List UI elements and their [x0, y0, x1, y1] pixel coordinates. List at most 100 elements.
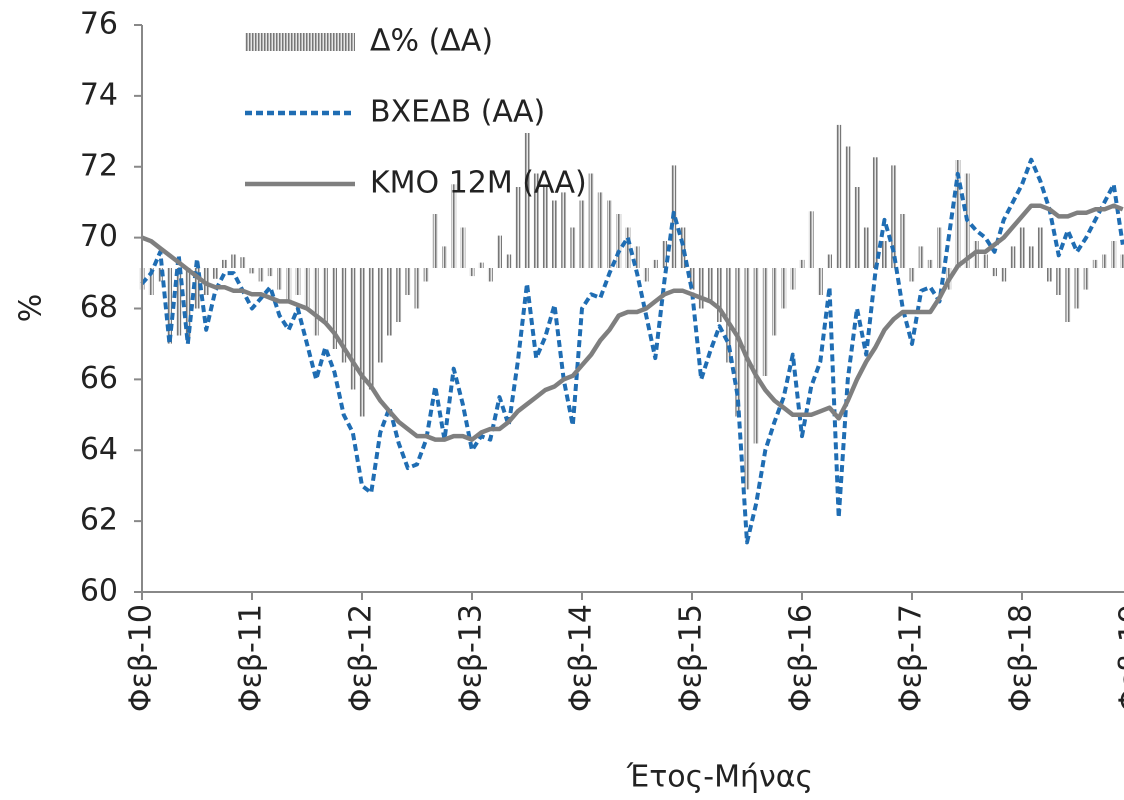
bar [927, 259, 933, 268]
bar [359, 268, 365, 417]
legend-label: ΒΧΕΔΒ (ΑΑ) [370, 95, 545, 130]
bar [817, 268, 823, 295]
bar [1092, 259, 1098, 268]
y-tick-label: 70 [80, 219, 118, 254]
series-line [140, 157, 1124, 545]
bar [341, 268, 347, 363]
x-tick-label: Φεβ-18 [1004, 604, 1039, 712]
bar [469, 268, 475, 277]
legend-label: Δ% (ΔΑ) [370, 24, 493, 59]
bar [707, 268, 713, 301]
bar [396, 268, 402, 322]
bar [185, 268, 191, 339]
bar [827, 254, 832, 268]
bar [506, 254, 512, 268]
bar [212, 268, 218, 279]
bar [405, 268, 411, 295]
bar [909, 268, 915, 282]
bar [286, 268, 292, 301]
bar [579, 200, 585, 268]
bar [882, 241, 887, 268]
bar [607, 200, 612, 268]
bar [258, 268, 264, 282]
bar [588, 173, 594, 268]
y-tick-label: 72 [80, 148, 118, 183]
bar [918, 246, 924, 268]
bar [267, 268, 273, 277]
x-tick-label: Φεβ-15 [674, 604, 709, 712]
bar [982, 254, 988, 268]
bar [1120, 254, 1124, 268]
bar [552, 200, 557, 268]
bar [231, 254, 237, 268]
bar [322, 268, 328, 322]
bar [992, 268, 997, 277]
bar [570, 227, 576, 268]
bar [808, 211, 814, 268]
x-tick-label: Φεβ-12 [344, 604, 379, 712]
bar [799, 259, 805, 268]
bar [772, 268, 777, 336]
legend-label: ΚΜΟ 12Μ (ΑΑ) [370, 166, 587, 201]
bar [432, 214, 438, 268]
bar [625, 227, 631, 268]
bar [442, 246, 447, 268]
x-tick-label: Φεβ-10 [124, 604, 159, 712]
bar [1010, 246, 1016, 268]
bar [414, 268, 420, 309]
x-tick-label: Φεβ-11 [234, 604, 269, 712]
bar [561, 192, 567, 268]
bar [652, 259, 658, 268]
bar [313, 268, 319, 336]
bar [634, 246, 640, 268]
y-tick-label: 68 [80, 290, 118, 325]
bar [1001, 268, 1007, 282]
bar [1102, 254, 1107, 268]
bar [148, 268, 154, 295]
x-tick-label: Φεβ-16 [784, 604, 819, 712]
bar [680, 227, 686, 268]
bar [790, 268, 796, 290]
bar [744, 268, 750, 490]
bar [167, 268, 172, 344]
bar [222, 259, 227, 268]
bar [515, 187, 521, 268]
x-tick-label: Φεβ-14 [564, 604, 599, 712]
bar [836, 124, 842, 269]
bar [1074, 268, 1080, 309]
y-axis-label: % [14, 294, 49, 323]
bar [377, 268, 383, 363]
bar [1037, 227, 1043, 268]
bar [717, 268, 722, 322]
bar [845, 146, 851, 268]
x-tick-label: Φεβ-19 [1114, 604, 1124, 712]
bar [955, 160, 961, 268]
bar [854, 187, 860, 268]
bar [1019, 227, 1025, 268]
bar [176, 268, 182, 336]
bar [332, 268, 337, 349]
bar [487, 268, 493, 282]
bar [157, 268, 163, 282]
bar [542, 187, 548, 268]
bar [451, 184, 457, 268]
bar [698, 268, 704, 309]
bar [726, 268, 732, 363]
x-tick-label: Φεβ-17 [894, 604, 929, 712]
bar [387, 268, 392, 336]
bar [597, 192, 603, 268]
series-line [141, 203, 1124, 442]
x-tick-label: Φεβ-13 [454, 604, 489, 712]
bar [1047, 268, 1052, 282]
bar [194, 268, 200, 309]
y-tick-label: 62 [80, 503, 118, 538]
bar [524, 133, 530, 268]
bar [1083, 268, 1089, 290]
y-tick-label: 60 [80, 574, 118, 609]
bar [662, 241, 667, 268]
bar [643, 268, 649, 282]
bar [891, 165, 897, 268]
legend-swatch [245, 33, 355, 51]
bar [478, 262, 484, 268]
x-axis-label: Έτος-Μήνας [626, 760, 813, 795]
